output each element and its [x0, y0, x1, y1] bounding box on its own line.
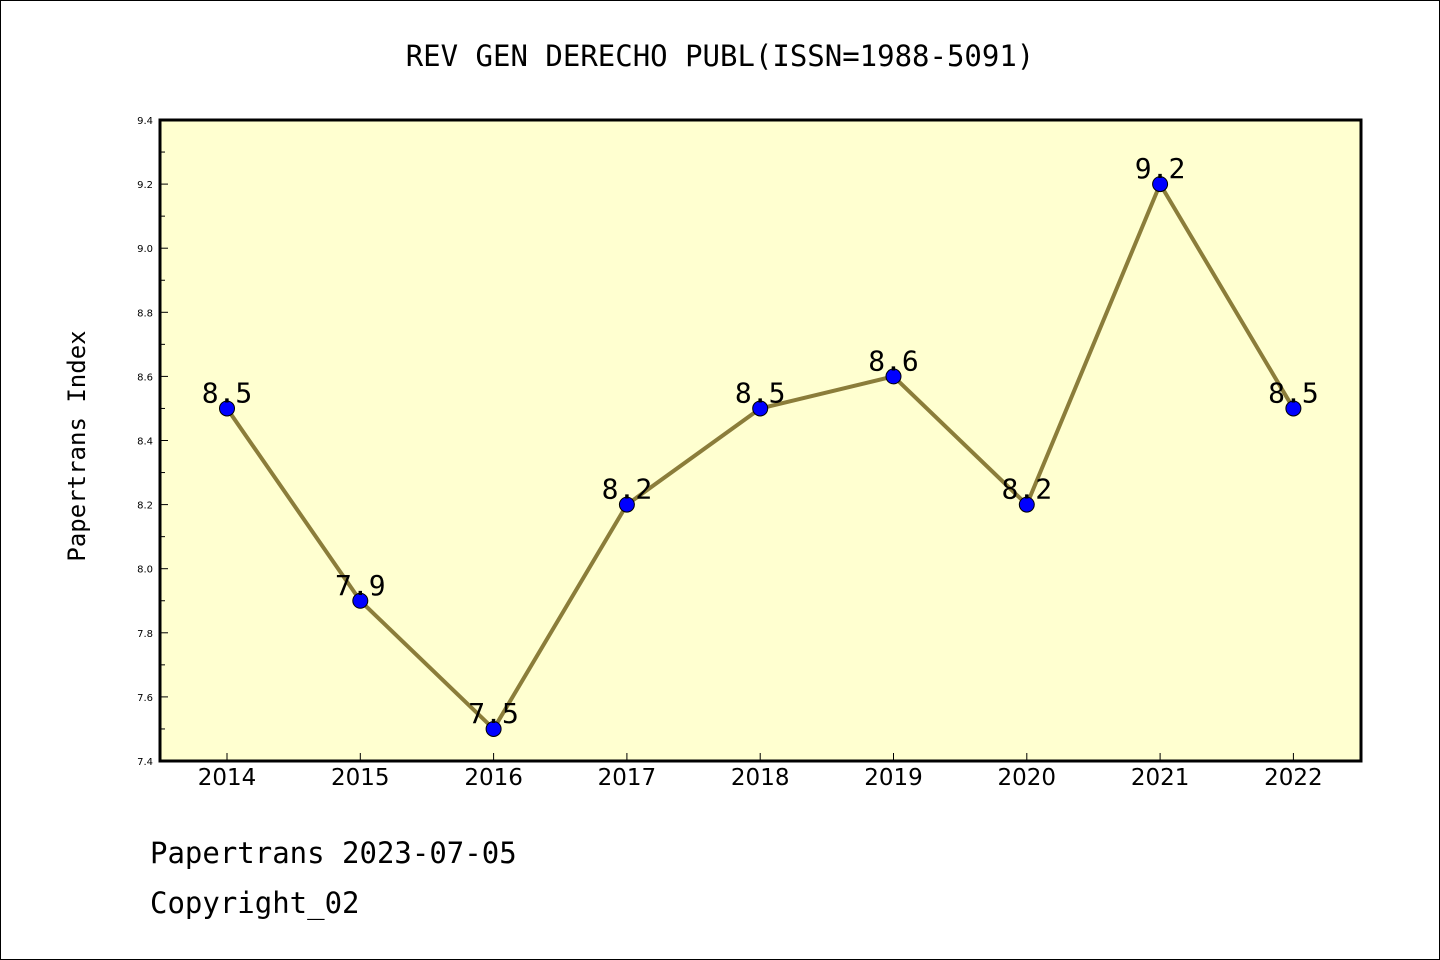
chart-title: REV GEN DERECHO PUBL(ISSN=1988-5091): [406, 39, 1035, 73]
y-tick-label: 9.0: [137, 244, 153, 255]
y-tick-label: 7.8: [137, 629, 153, 640]
x-tick-label: 2017: [598, 765, 657, 791]
footer-copyright-text: Copyright_02: [150, 886, 360, 920]
y-axis-label: Papertrans Index: [63, 330, 91, 561]
data-label: 7.9: [335, 569, 386, 602]
data-label: 8.5: [202, 376, 253, 409]
y-tick-label: 7.4: [137, 757, 153, 768]
y-axis: 7.4 7.6 7.8 8.0 8.2 8.4 8.6 8.8 9.0 9.2 9.4: [137, 116, 168, 768]
y-tick-label: 8.8: [137, 308, 153, 319]
data-point: [1018, 496, 1035, 513]
data-point: [352, 592, 369, 609]
data-label: 8.5: [735, 376, 786, 409]
x-tick-label: 2022: [1264, 765, 1323, 791]
x-tick-label: 2016: [464, 765, 523, 791]
data-point: [752, 400, 769, 417]
data-point: [618, 496, 635, 513]
data-label: 7.5: [468, 697, 519, 730]
y-tick-label: 8.6: [137, 372, 153, 383]
x-tick-label: 2021: [1131, 765, 1190, 791]
x-tick-label: 2019: [864, 765, 923, 791]
data-label: 8.2: [1002, 473, 1053, 506]
x-tick-label: 2014: [198, 765, 257, 791]
x-axis: 2014 2015 2016 2017 2018 2019 2020 2021 2022: [198, 753, 1323, 791]
plot-area: [158, 118, 1363, 763]
x-tick-label: 2018: [731, 765, 790, 791]
data-label: 8.6: [868, 344, 919, 377]
data-point: [1285, 400, 1302, 417]
x-tick-label: 2015: [331, 765, 390, 791]
y-tick-label: 8.4: [137, 437, 153, 448]
y-tick-label: 8.2: [137, 501, 153, 512]
y-tick-label: 9.2: [137, 180, 153, 191]
data-label: 8.5: [1268, 376, 1319, 409]
data-point: [219, 400, 235, 417]
data-label: 9.2: [1135, 152, 1186, 185]
footer-date-text: Papertrans 2023-07-05: [150, 836, 517, 870]
y-tick-label: 8.0: [137, 565, 153, 576]
y-tick-label: 7.6: [137, 693, 153, 704]
y-tick-label: 9.4: [137, 116, 153, 127]
data-point: [485, 720, 502, 737]
series-group: 8.5 7.9 7.5 8.2 8.5 8.6 8.2 9.2 8.5: [202, 152, 1319, 737]
data-label: 8.2: [602, 473, 653, 506]
data-point: [1152, 176, 1169, 193]
x-tick-label: 2020: [998, 765, 1057, 791]
data-point: [885, 368, 902, 385]
